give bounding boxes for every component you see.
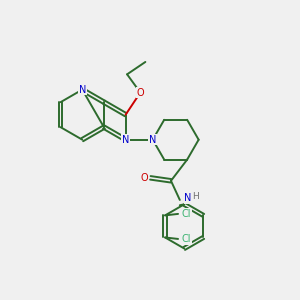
- Text: O: O: [140, 173, 148, 183]
- Text: O: O: [136, 88, 144, 98]
- Text: N: N: [149, 135, 156, 145]
- Text: N: N: [184, 194, 192, 203]
- Text: N: N: [79, 85, 86, 94]
- Text: N: N: [122, 135, 129, 145]
- Text: H: H: [193, 192, 200, 201]
- Text: Cl: Cl: [182, 234, 191, 244]
- Text: Cl: Cl: [182, 209, 191, 219]
